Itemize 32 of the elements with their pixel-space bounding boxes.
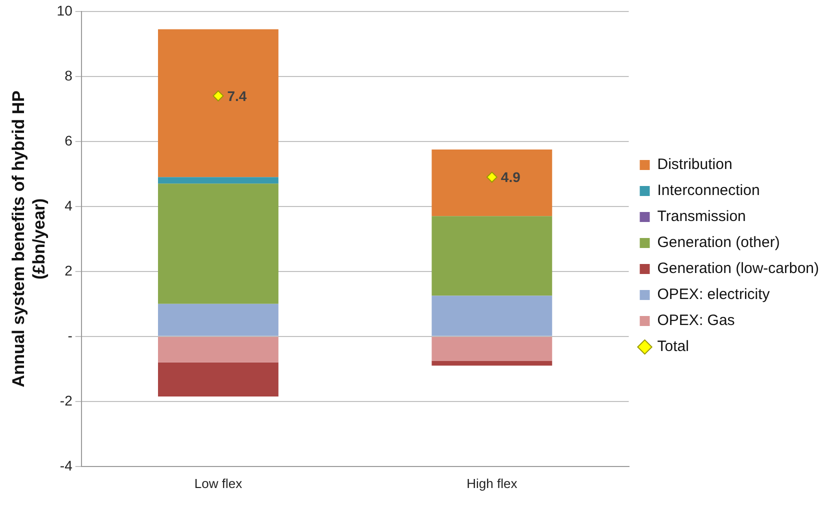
bar	[158, 304, 278, 336]
bar	[158, 177, 278, 184]
y-tick-label: -2	[60, 392, 73, 408]
bar	[158, 29, 278, 178]
y-tick-label: 4	[64, 197, 73, 214]
legend-label: Transmission	[657, 208, 746, 226]
legend-label: Generation (other)	[657, 234, 780, 252]
x-tick-label: Low flex	[194, 476, 243, 491]
bar	[432, 336, 552, 361]
bar	[432, 296, 552, 336]
y-axis-title: Annual system benefits of hybrid HP (£bn/year)	[8, 90, 48, 388]
y-tick-label: 10	[56, 2, 73, 18]
data-label: 7.4	[227, 88, 247, 104]
y-tick-label: 8	[64, 67, 73, 84]
y-tick-label: 2	[64, 262, 73, 278]
bar	[432, 360, 552, 366]
y-tick-label: -	[68, 327, 73, 344]
legend-label: OPEX: electricity	[657, 286, 770, 304]
bar	[158, 184, 278, 304]
y-tick-label: 6	[64, 132, 73, 148]
bar	[432, 216, 552, 296]
data-label: 4.9	[500, 169, 521, 186]
y-tick-label: -4	[60, 457, 73, 474]
legend-label: Total	[657, 338, 689, 356]
bar	[432, 150, 552, 216]
legend-label: Interconnection	[657, 182, 760, 200]
x-tick-label: High flex	[466, 476, 518, 491]
legend-label: Distribution	[657, 156, 732, 174]
bar	[158, 336, 278, 362]
legend-label: Generation (low-carbon)	[657, 260, 820, 278]
bar	[158, 362, 278, 397]
legend-label: OPEX: Gas	[657, 312, 735, 330]
